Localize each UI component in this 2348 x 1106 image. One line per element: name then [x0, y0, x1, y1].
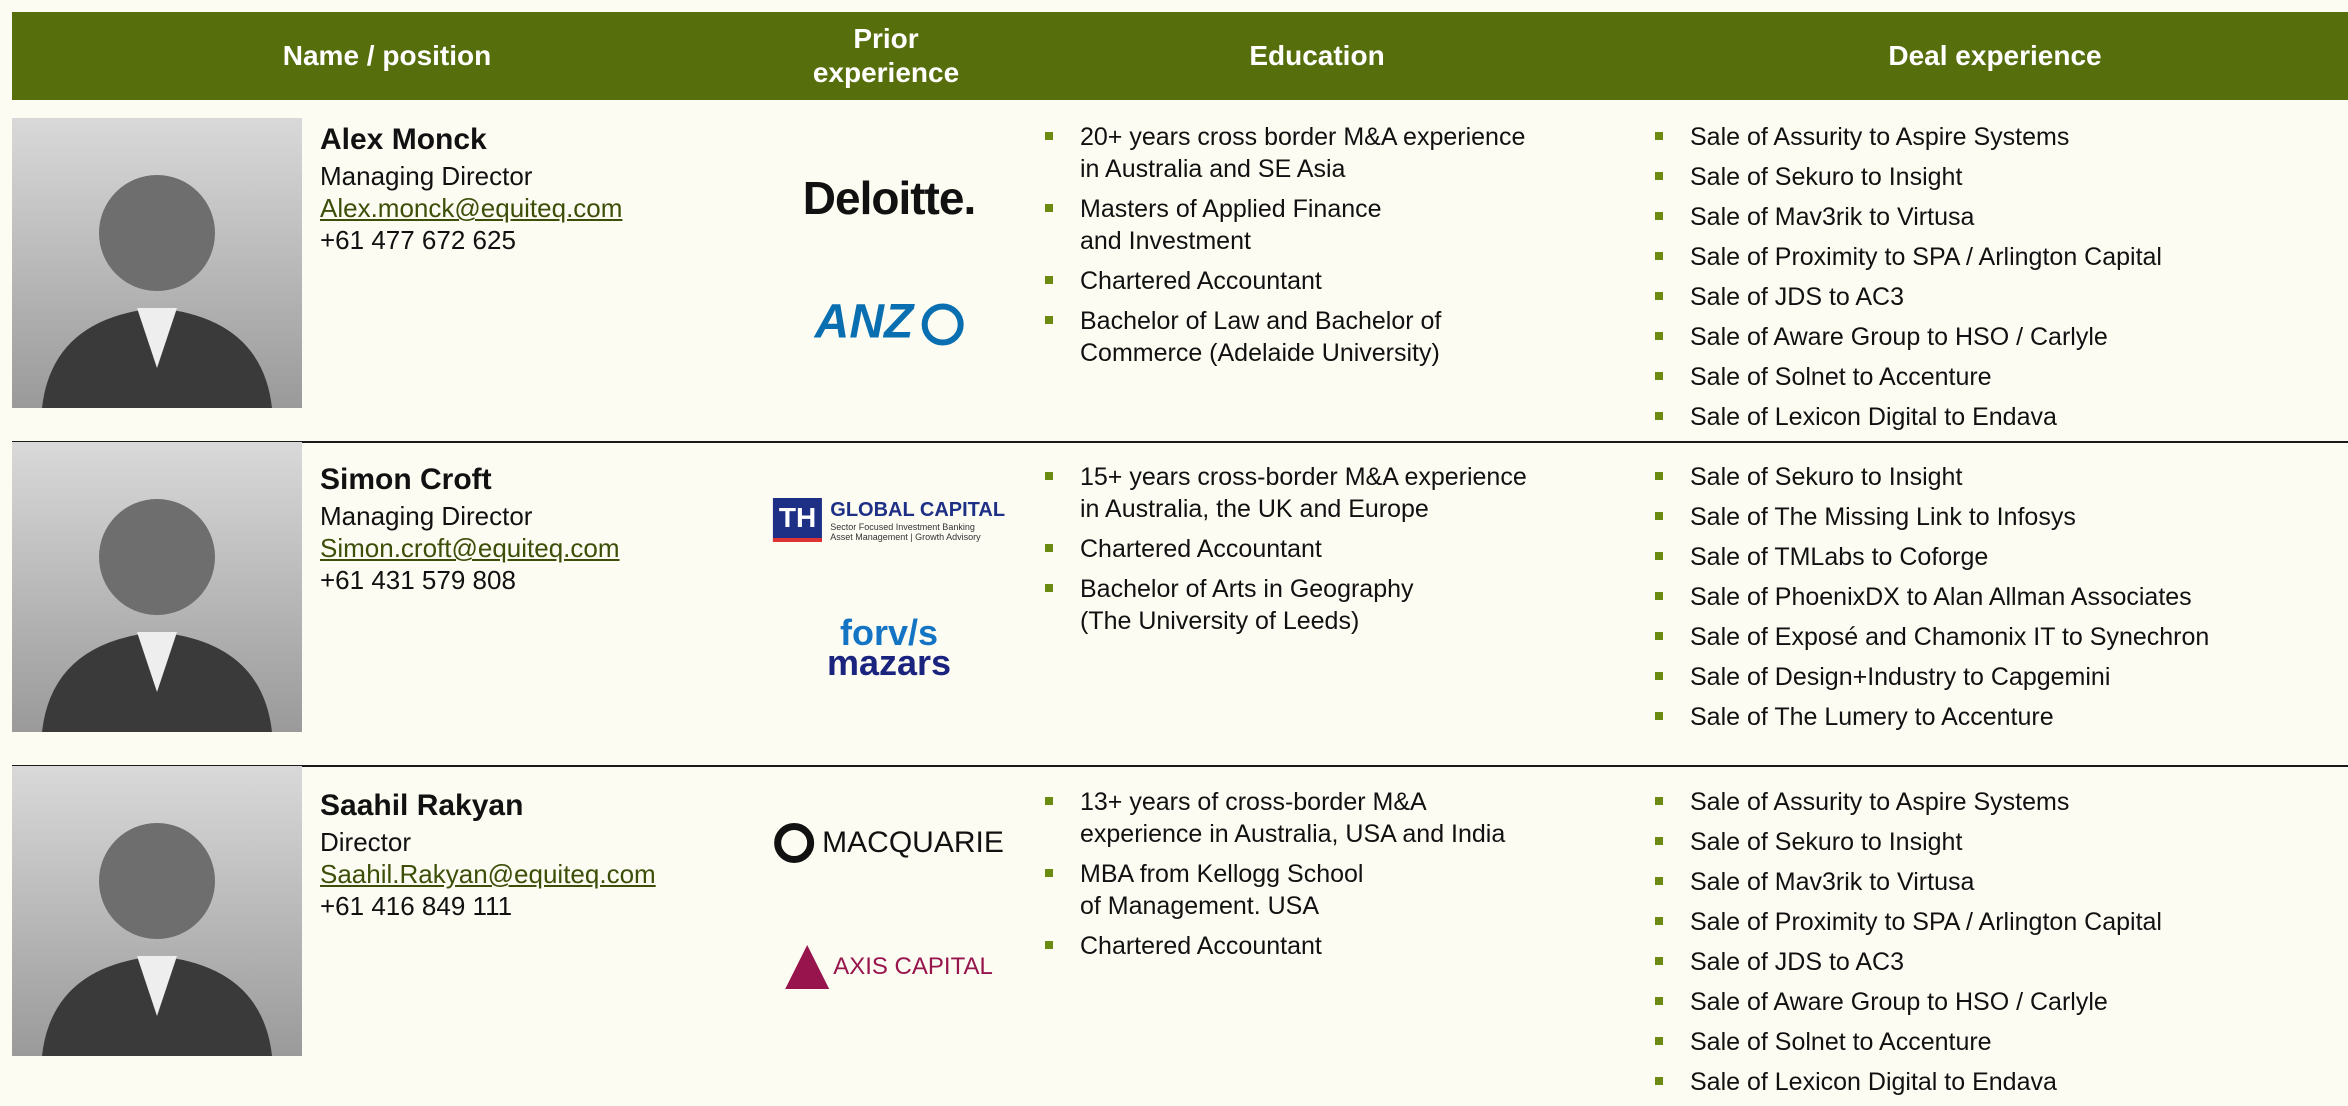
person-phone: +61 416 849 111	[320, 891, 513, 921]
deal-item: Sale of Sekuro to Insight	[1655, 826, 2335, 858]
photo-silhouette	[42, 175, 272, 408]
email-link[interactable]: Saahil.Rakyan@equiteq.com	[320, 859, 656, 889]
logo-badge: TH	[772, 498, 823, 542]
deal-item: Sale of Exposé and Chamonix IT to Synech…	[1655, 621, 2335, 653]
logo-sub: mazars	[826, 642, 952, 683]
person-position: Managing Director	[320, 501, 533, 531]
deal-item: Sale of Design+Industry to Capgemini	[1655, 661, 2335, 693]
email-line: Simon.croft@equiteq.com	[320, 532, 620, 564]
person-name: Saahil Rakyan	[320, 789, 524, 822]
person-phone: +61 477 672 625	[320, 225, 516, 255]
email-link[interactable]: Alex.monck@equiteq.com	[320, 193, 623, 223]
deal-item: Sale of Sekuro to Insight	[1655, 161, 2335, 193]
logo-text: AXIS CAPITAL	[833, 953, 993, 980]
logo-th-global: TH GLOBAL CAPITAL Sector Focused Investm…	[772, 498, 1006, 542]
row-separator	[12, 765, 2348, 767]
person-info: Director Saahil.Rakyan@equiteq.com +61 416…	[320, 826, 656, 922]
deal-item: Sale of Aware Group to HSO / Carlyle	[1655, 321, 2335, 353]
profile-photo	[12, 118, 302, 408]
email-line: Alex.monck@equiteq.com	[320, 192, 622, 224]
photo-silhouette	[42, 499, 272, 732]
education-list: 13+ years of cross-border M&A experience…	[1045, 786, 1605, 970]
education-item: 13+ years of cross-border M&A experience…	[1045, 786, 1605, 850]
column-header: Name / position	[282, 40, 492, 71]
deal-list: Sale of Assurity to Aspire Systems Sale o…	[1655, 786, 2335, 1106]
profile-photo	[12, 766, 302, 1056]
logo-anz: ANZ	[815, 295, 964, 350]
column-header: Education	[1249, 40, 1385, 71]
deal-item: Sale of Assurity to Aspire Systems	[1655, 121, 2335, 153]
person-position: Managing Director	[320, 161, 533, 191]
header-bar: Name / position Prior experience Educati…	[12, 12, 2348, 100]
education-item: Bachelor of Law and Bachelor of Commerce…	[1045, 305, 1605, 369]
logo-text: ANZ	[814, 295, 914, 349]
profile-photo	[12, 442, 302, 732]
person-name: Alex Monck	[320, 123, 487, 156]
row-separator	[12, 441, 2348, 443]
education-list: 20+ years cross border M&A experience in…	[1045, 121, 1605, 377]
deal-item: Sale of Aware Group to HSO / Carlyle	[1655, 986, 2335, 1018]
deal-list: Sale of Sekuro to Insight Sale of The Mis…	[1655, 461, 2335, 741]
education-item: 20+ years cross border M&A experience in…	[1045, 121, 1605, 185]
column-header: Prior experience	[812, 23, 960, 88]
deal-item: Sale of Sekuro to Insight	[1655, 461, 2335, 493]
email-line: Saahil.Rakyan@equiteq.com	[320, 858, 656, 890]
deal-item: Sale of The Missing Link to Infosys	[1655, 501, 2335, 533]
deal-item: Sale of Mav3rik to Virtusa	[1655, 201, 2335, 233]
deal-list: Sale of Assurity to Aspire Systems Sale o…	[1655, 121, 2335, 441]
deal-item: Sale of Proximity to SPA / Arlington Cap…	[1655, 906, 2335, 938]
logo-macquarie: MACQUARIE	[774, 823, 1004, 863]
person-name: Simon Croft	[320, 463, 492, 496]
logo-sub: Asset Management | Growth Advisory	[830, 531, 981, 542]
logo-forvis-mazars: forv/s mazars	[826, 612, 952, 683]
deal-item: Sale of JDS to AC3	[1655, 281, 2335, 313]
logo-deloitte: Deloitte.	[802, 171, 976, 225]
person-phone: +61 431 579 808	[320, 565, 516, 595]
education-item: Masters of Applied Finance and Investmen…	[1045, 193, 1605, 257]
education-item: MBA from Kellogg School of Management. U…	[1045, 858, 1605, 922]
logo-text: MACQUARIE	[822, 826, 1004, 859]
person-info: Managing Director Simon.croft@equiteq.com…	[320, 500, 620, 596]
deal-item: Sale of Solnet to Accenture	[1655, 1026, 2335, 1058]
education-item: Chartered Accountant	[1045, 265, 1605, 297]
deal-item: Sale of Lexicon Digital to Endava	[1655, 401, 2335, 433]
person-info: Managing Director Alex.monck@equiteq.com +…	[320, 160, 622, 256]
deal-item: Sale of PhoenixDX to Alan Allman Associa…	[1655, 581, 2335, 613]
deal-item: Sale of Solnet to Accenture	[1655, 361, 2335, 393]
logo-text: forv/s	[839, 612, 939, 653]
deal-item: Sale of TMLabs to Coforge	[1655, 541, 2335, 573]
education-list: 15+ years cross-border M&A experience in…	[1045, 461, 1605, 645]
deal-item: Sale of JDS to AC3	[1655, 946, 2335, 978]
deal-item: Sale of Proximity to SPA / Arlington Cap…	[1655, 241, 2335, 273]
education-item: Chartered Accountant	[1045, 930, 1605, 962]
email-link[interactable]: Simon.croft@equiteq.com	[320, 533, 620, 563]
deal-item: Sale of Lexicon Digital to Endava	[1655, 1066, 2335, 1098]
deal-item: Sale of Mav3rik to Virtusa	[1655, 866, 2335, 898]
deal-item: Sale of Assurity to Aspire Systems	[1655, 786, 2335, 818]
column-header: Deal experience	[1888, 40, 2102, 71]
logo-text: GLOBAL CAPITAL	[830, 498, 1006, 521]
education-item: 15+ years cross-border M&A experience in…	[1045, 461, 1605, 525]
education-item: Bachelor of Arts in Geography (The Unive…	[1045, 573, 1605, 637]
photo-silhouette	[42, 823, 272, 1056]
person-position: Director	[320, 827, 412, 857]
logo-sub: Sector Focused Investment Banking	[830, 521, 975, 532]
deal-item: Sale of The Lumery to Accenture	[1655, 701, 2335, 733]
logo-text: Deloitte.	[802, 172, 976, 224]
education-item: Chartered Accountant	[1045, 533, 1605, 565]
logo-axis: AXIS CAPITAL	[785, 945, 993, 989]
